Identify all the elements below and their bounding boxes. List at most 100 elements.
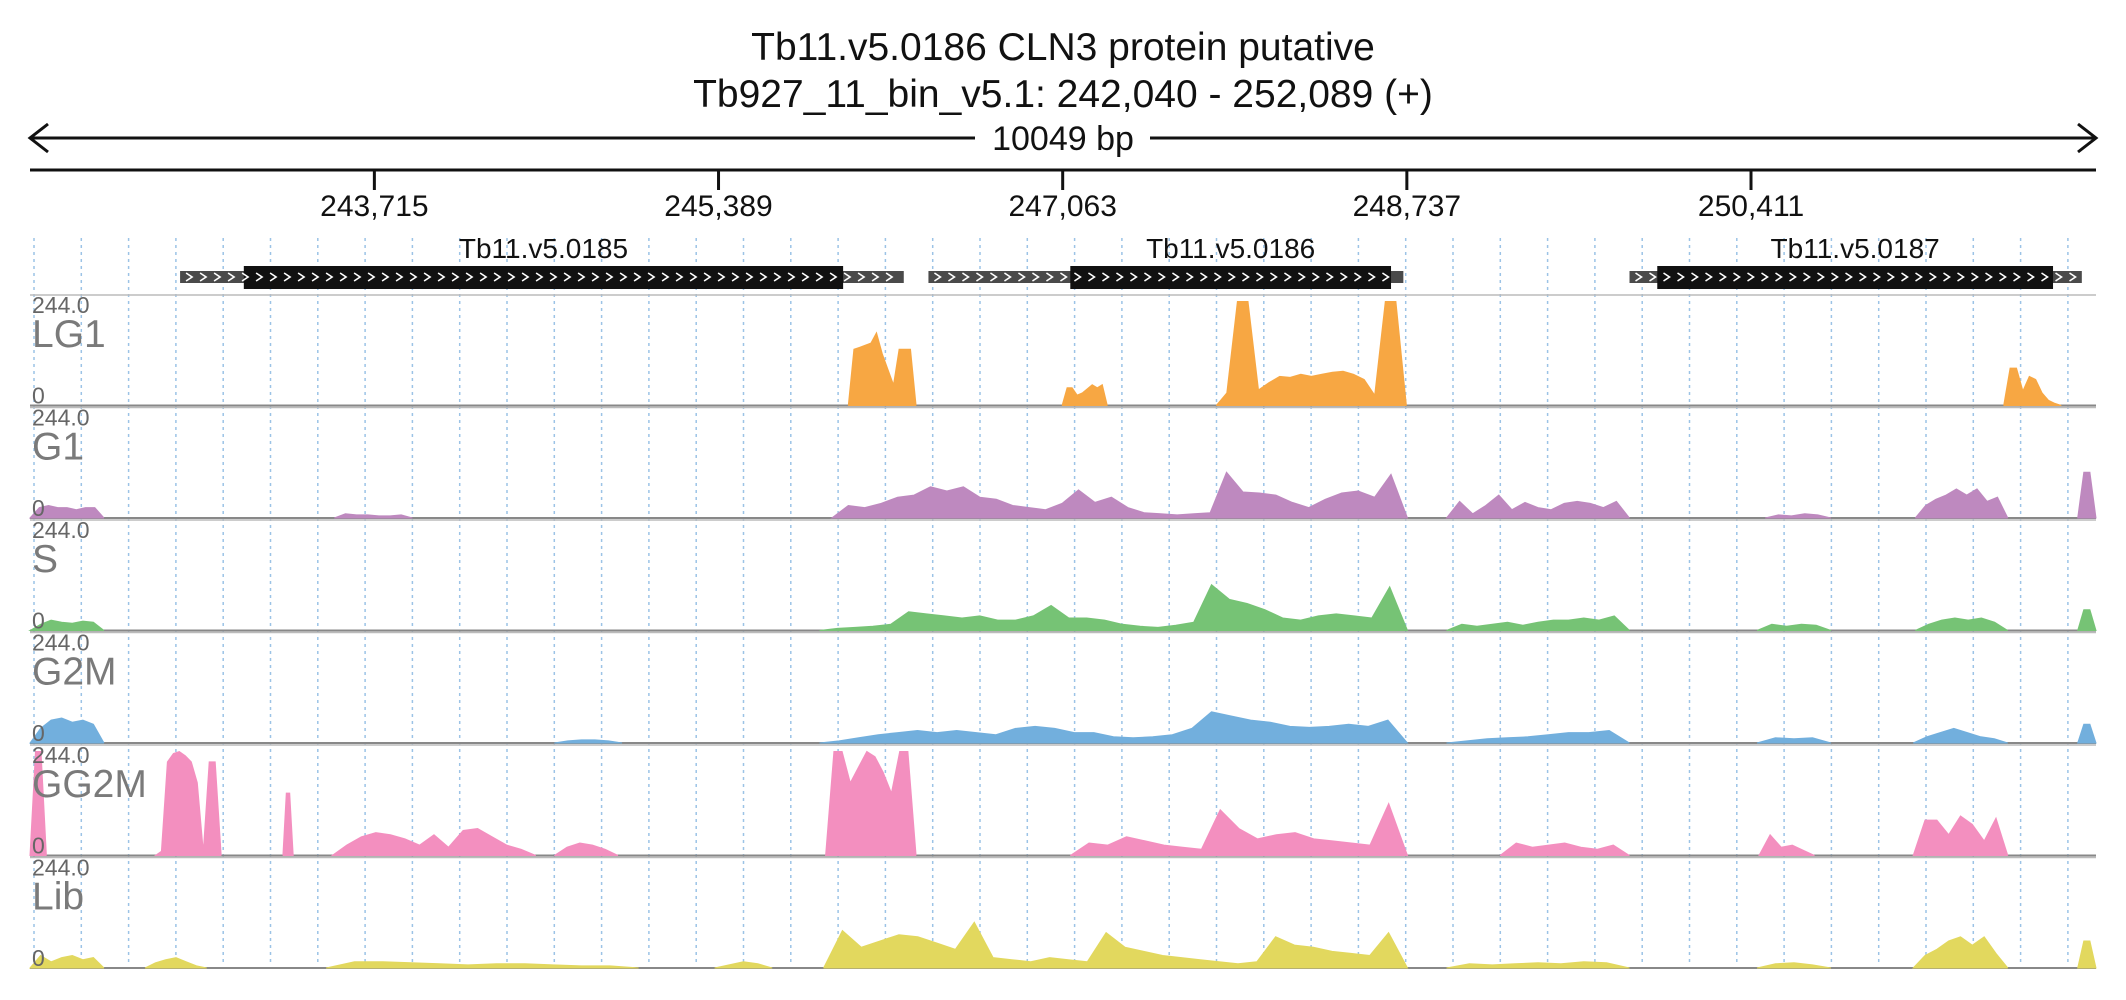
coverage-area (28, 954, 105, 969)
axis-ticks: 243,715 245,389 247,063 248,737 250,411 (320, 170, 1804, 223)
strand-arrow-icon (1789, 272, 1797, 282)
track-min-label: 0 (32, 720, 45, 746)
coverage-area (153, 750, 222, 856)
strand-arrow-icon (1887, 272, 1895, 282)
gene-cds (243, 266, 844, 289)
coverage-area (1912, 815, 2009, 856)
coverage-area (1499, 842, 1630, 856)
coverage-area (2077, 940, 2097, 969)
track-max-label: 244.0 (32, 292, 90, 318)
strand-arrow-icon (2069, 272, 2077, 282)
strand-arrow-icon (975, 272, 984, 282)
tick-label: 250,411 (1698, 190, 1804, 223)
strand-arrow-icon (1087, 272, 1096, 282)
strand-arrow-icon (549, 272, 558, 282)
strand-arrow-icon (947, 272, 956, 282)
strand-arrow-icon (493, 272, 502, 282)
strand-arrow-icon (465, 272, 474, 282)
track-s: 244.0S 0 (28, 517, 2097, 634)
strand-arrow-icon (1157, 272, 1166, 282)
strand-arrow-icon (647, 272, 656, 282)
coverage-area (144, 957, 207, 969)
coverage-area (29, 717, 105, 744)
strand-arrow-icon (2027, 272, 2035, 282)
strand-arrow-icon (1775, 272, 1783, 282)
strand-arrow-icon (1761, 272, 1769, 282)
gene-label: Tb11.v5.0187 (1771, 233, 1940, 264)
coverage-area (823, 921, 1409, 969)
coverage-area (819, 583, 1409, 631)
strand-arrow-icon (661, 272, 670, 282)
strand-arrow-icon (1213, 272, 1222, 282)
strand-arrow-icon (633, 272, 642, 282)
strand-arrow-icon (1985, 272, 1993, 282)
strand-arrow-icon (423, 272, 432, 282)
strand-arrow-icon (1311, 272, 1320, 282)
figure-title-region: Tb927_11_bin_v5.1: 242,040 - 252,089 (+) (693, 73, 1433, 116)
coverage-area (2077, 723, 2097, 744)
coverage-area (1915, 617, 2010, 631)
strand-arrow-icon (241, 272, 250, 282)
coverage-area (1446, 615, 1630, 631)
coverage-area (1756, 737, 1832, 744)
strand-arrow-icon (1901, 272, 1909, 282)
strand-arrow-icon (479, 272, 488, 282)
gene-label: Tb11.v5.0186 (1146, 233, 1315, 264)
gene-label: Tb11.v5.0185 (459, 233, 628, 264)
strand-arrow-icon (1227, 272, 1236, 282)
strand-arrow-icon (961, 272, 970, 282)
track-name: GG2M (32, 763, 147, 806)
coverage-area (2077, 471, 2097, 519)
strand-arrow-icon (1101, 272, 1110, 282)
strand-arrow-icon (885, 272, 894, 282)
span-ruler: 10049 bp (27, 120, 2099, 158)
strand-arrow-icon (563, 272, 572, 282)
strand-arrow-icon (1045, 272, 1054, 282)
track-max-label: 244.0 (32, 855, 90, 881)
coverage-area (1756, 962, 1832, 969)
coverage-tracks: 244.0LG10244.0G10244.0S0244.0G2M0244.0GG… (28, 292, 2097, 971)
track-min-label: 0 (32, 495, 45, 521)
strand-arrow-icon (605, 272, 614, 282)
coverage-area (28, 504, 105, 519)
strand-arrow-icon (1705, 272, 1713, 282)
coverage-area (554, 739, 623, 744)
strand-arrow-icon (507, 272, 516, 282)
arrow-right-icon (2077, 122, 2099, 154)
tick-label: 247,063 (1008, 190, 1116, 223)
strand-arrow-icon (1143, 272, 1152, 282)
strand-arrow-icon (815, 272, 824, 282)
strand-arrow-icon (787, 272, 796, 282)
coverage-area (1912, 727, 2008, 744)
strand-arrow-icon (1381, 272, 1390, 282)
strand-arrow-icon (2041, 272, 2049, 282)
strand-arrow-icon (745, 272, 754, 282)
coverage-area (334, 513, 413, 519)
strand-arrow-icon (577, 272, 586, 282)
gene-model: Tb11.v5.0185 (180, 233, 904, 289)
coverage-area (1758, 833, 1815, 856)
strand-arrow-icon (703, 272, 712, 282)
gene-model: Tb11.v5.0186 (928, 233, 1404, 289)
strand-arrow-icon (1003, 272, 1012, 282)
strand-arrow-icon (1199, 272, 1208, 282)
arrow-left-icon (27, 122, 49, 154)
strand-arrow-icon (1297, 272, 1306, 282)
strand-arrow-icon (1269, 272, 1278, 282)
gene-model: Tb11.v5.0187 (1629, 233, 2082, 289)
coverage-area (1061, 383, 1108, 406)
strand-arrow-icon (311, 272, 320, 282)
strand-arrow-icon (353, 272, 362, 282)
strand-arrow-icon (1353, 272, 1362, 282)
strand-arrow-icon (1691, 272, 1699, 282)
coverage-area (830, 471, 1409, 519)
coverage-area (554, 842, 619, 856)
strand-arrow-icon (1929, 272, 1937, 282)
strand-arrow-icon (535, 272, 544, 282)
strand-arrow-icon (1255, 272, 1264, 282)
coverage-area (825, 750, 917, 856)
strand-arrow-icon (1831, 272, 1839, 282)
strand-arrow-icon (829, 272, 838, 282)
strand-arrow-icon (773, 272, 782, 282)
